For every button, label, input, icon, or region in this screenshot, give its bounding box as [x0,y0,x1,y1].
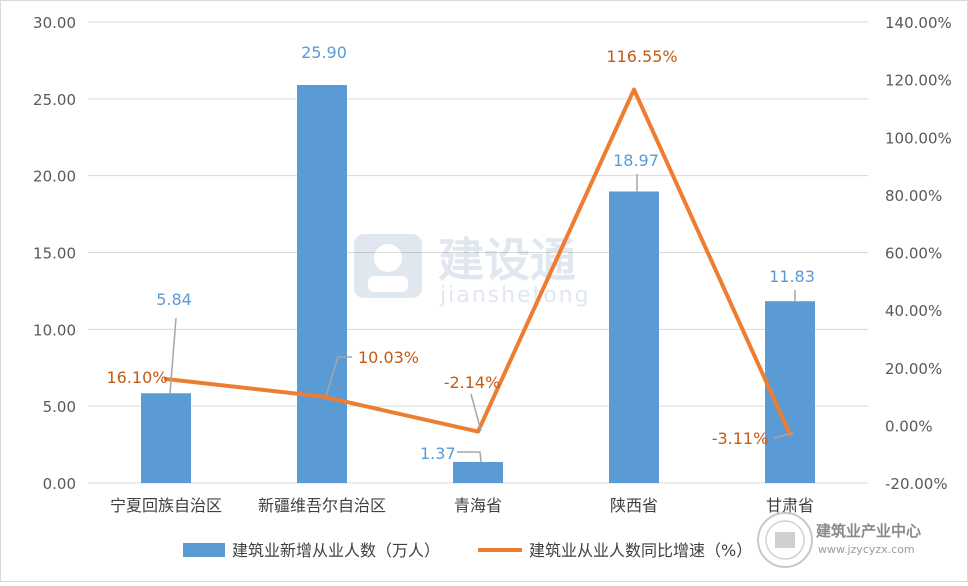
y-left-tick-label: 0.00 [43,475,76,493]
y-right-tick-label: 60.00% [885,245,942,263]
bar-data-label: 11.83 [769,267,815,286]
corner-logo-seal-icon [757,512,813,568]
y-right-tick-label: 40.00% [885,302,942,320]
line-point [320,394,324,399]
corner-logo-name: 建筑业产业中心 [816,522,921,540]
y-right-tick-label: 0.00% [885,417,933,435]
watermark-brand-en: jianshetong [439,283,591,308]
legend: 建筑业新增从业人数（万人） 建筑业从业人数同比增速（%） [183,541,752,560]
bar-data-label: 18.97 [613,151,659,170]
corner-logo-building-icon [775,532,795,548]
corner-logo-url: www.jzycyzx.com [818,543,915,556]
y-left-tick-label: 20.00 [33,168,76,186]
leader-line [169,317,177,395]
line-series [164,87,792,437]
bar [297,85,347,484]
y-right-tick-label: -20.00% [885,475,948,493]
bar [609,191,659,484]
watermark-logo-body [368,276,408,292]
watermark-logo-icon [354,234,422,298]
y-left-tick-label: 10.00 [33,321,76,339]
x-tick-label: 新疆维吾尔自治区 [258,496,386,515]
leader-line [470,393,482,432]
legend-swatch-bar [183,543,225,557]
bar-data-label: 25.90 [301,43,347,62]
y-right-tick-label: 20.00% [885,360,942,378]
watermark-logo-head [374,244,402,272]
watermark: 建设通 jianshetong [354,233,591,308]
line-point [632,87,636,92]
bar-data-label: 1.37 [420,444,456,463]
y-left-tick-label: 15.00 [33,245,76,263]
x-tick-label: 甘肃省 [766,496,814,515]
corner-logo: 建筑业产业中心 www.jzycyzx.com [757,512,921,568]
gridlines [88,21,868,484]
bar-data-label: 5.84 [156,290,192,309]
x-tick-label: 青海省 [454,496,502,515]
y-left-tick-label: 30.00 [33,14,76,32]
line-data-label: 116.55% [606,47,677,66]
y-right-tick-label: 120.00% [885,72,952,90]
legend-label-bar: 建筑业新增从业人数（万人） [232,541,440,560]
x-tick-label: 陕西省 [610,496,658,515]
leader-line [773,432,794,439]
data-labels: 5.84 25.90 1.37 18.97 11.83 16.10% 10.03% -2.14… [106,43,814,463]
line-data-label: -3.11% [712,429,769,448]
y-right-tick-label: 80.00% [885,187,942,205]
x-tick-label: 宁夏回族自治区 [110,496,222,515]
y-left-tick-label: 5.00 [43,398,76,416]
line-point [164,376,168,381]
bar [141,393,191,483]
axis-labels: 0.00 5.00 10.00 15.00 20.00 25.00 30.00 -20.00%… [33,14,952,515]
y-right-tick-label: 140.00% [885,14,952,32]
line-data-label: -2.14% [444,373,501,392]
legend-label-line: 建筑业从业人数同比增速（%） [529,541,752,560]
bar [765,301,815,483]
watermark-brand-cn: 建设通 [438,233,576,287]
line-data-label: 16.10% [106,368,167,387]
leader-line [325,356,352,397]
line-point [476,429,480,434]
bar-series [141,85,815,484]
y-right-tick-label: 100.00% [885,129,952,147]
line-data-label: 10.03% [358,348,419,367]
bar [453,461,503,483]
leader-line [457,451,482,463]
y-left-tick-label: 25.00 [33,91,76,109]
corner-logo-seal-inner [765,520,805,560]
